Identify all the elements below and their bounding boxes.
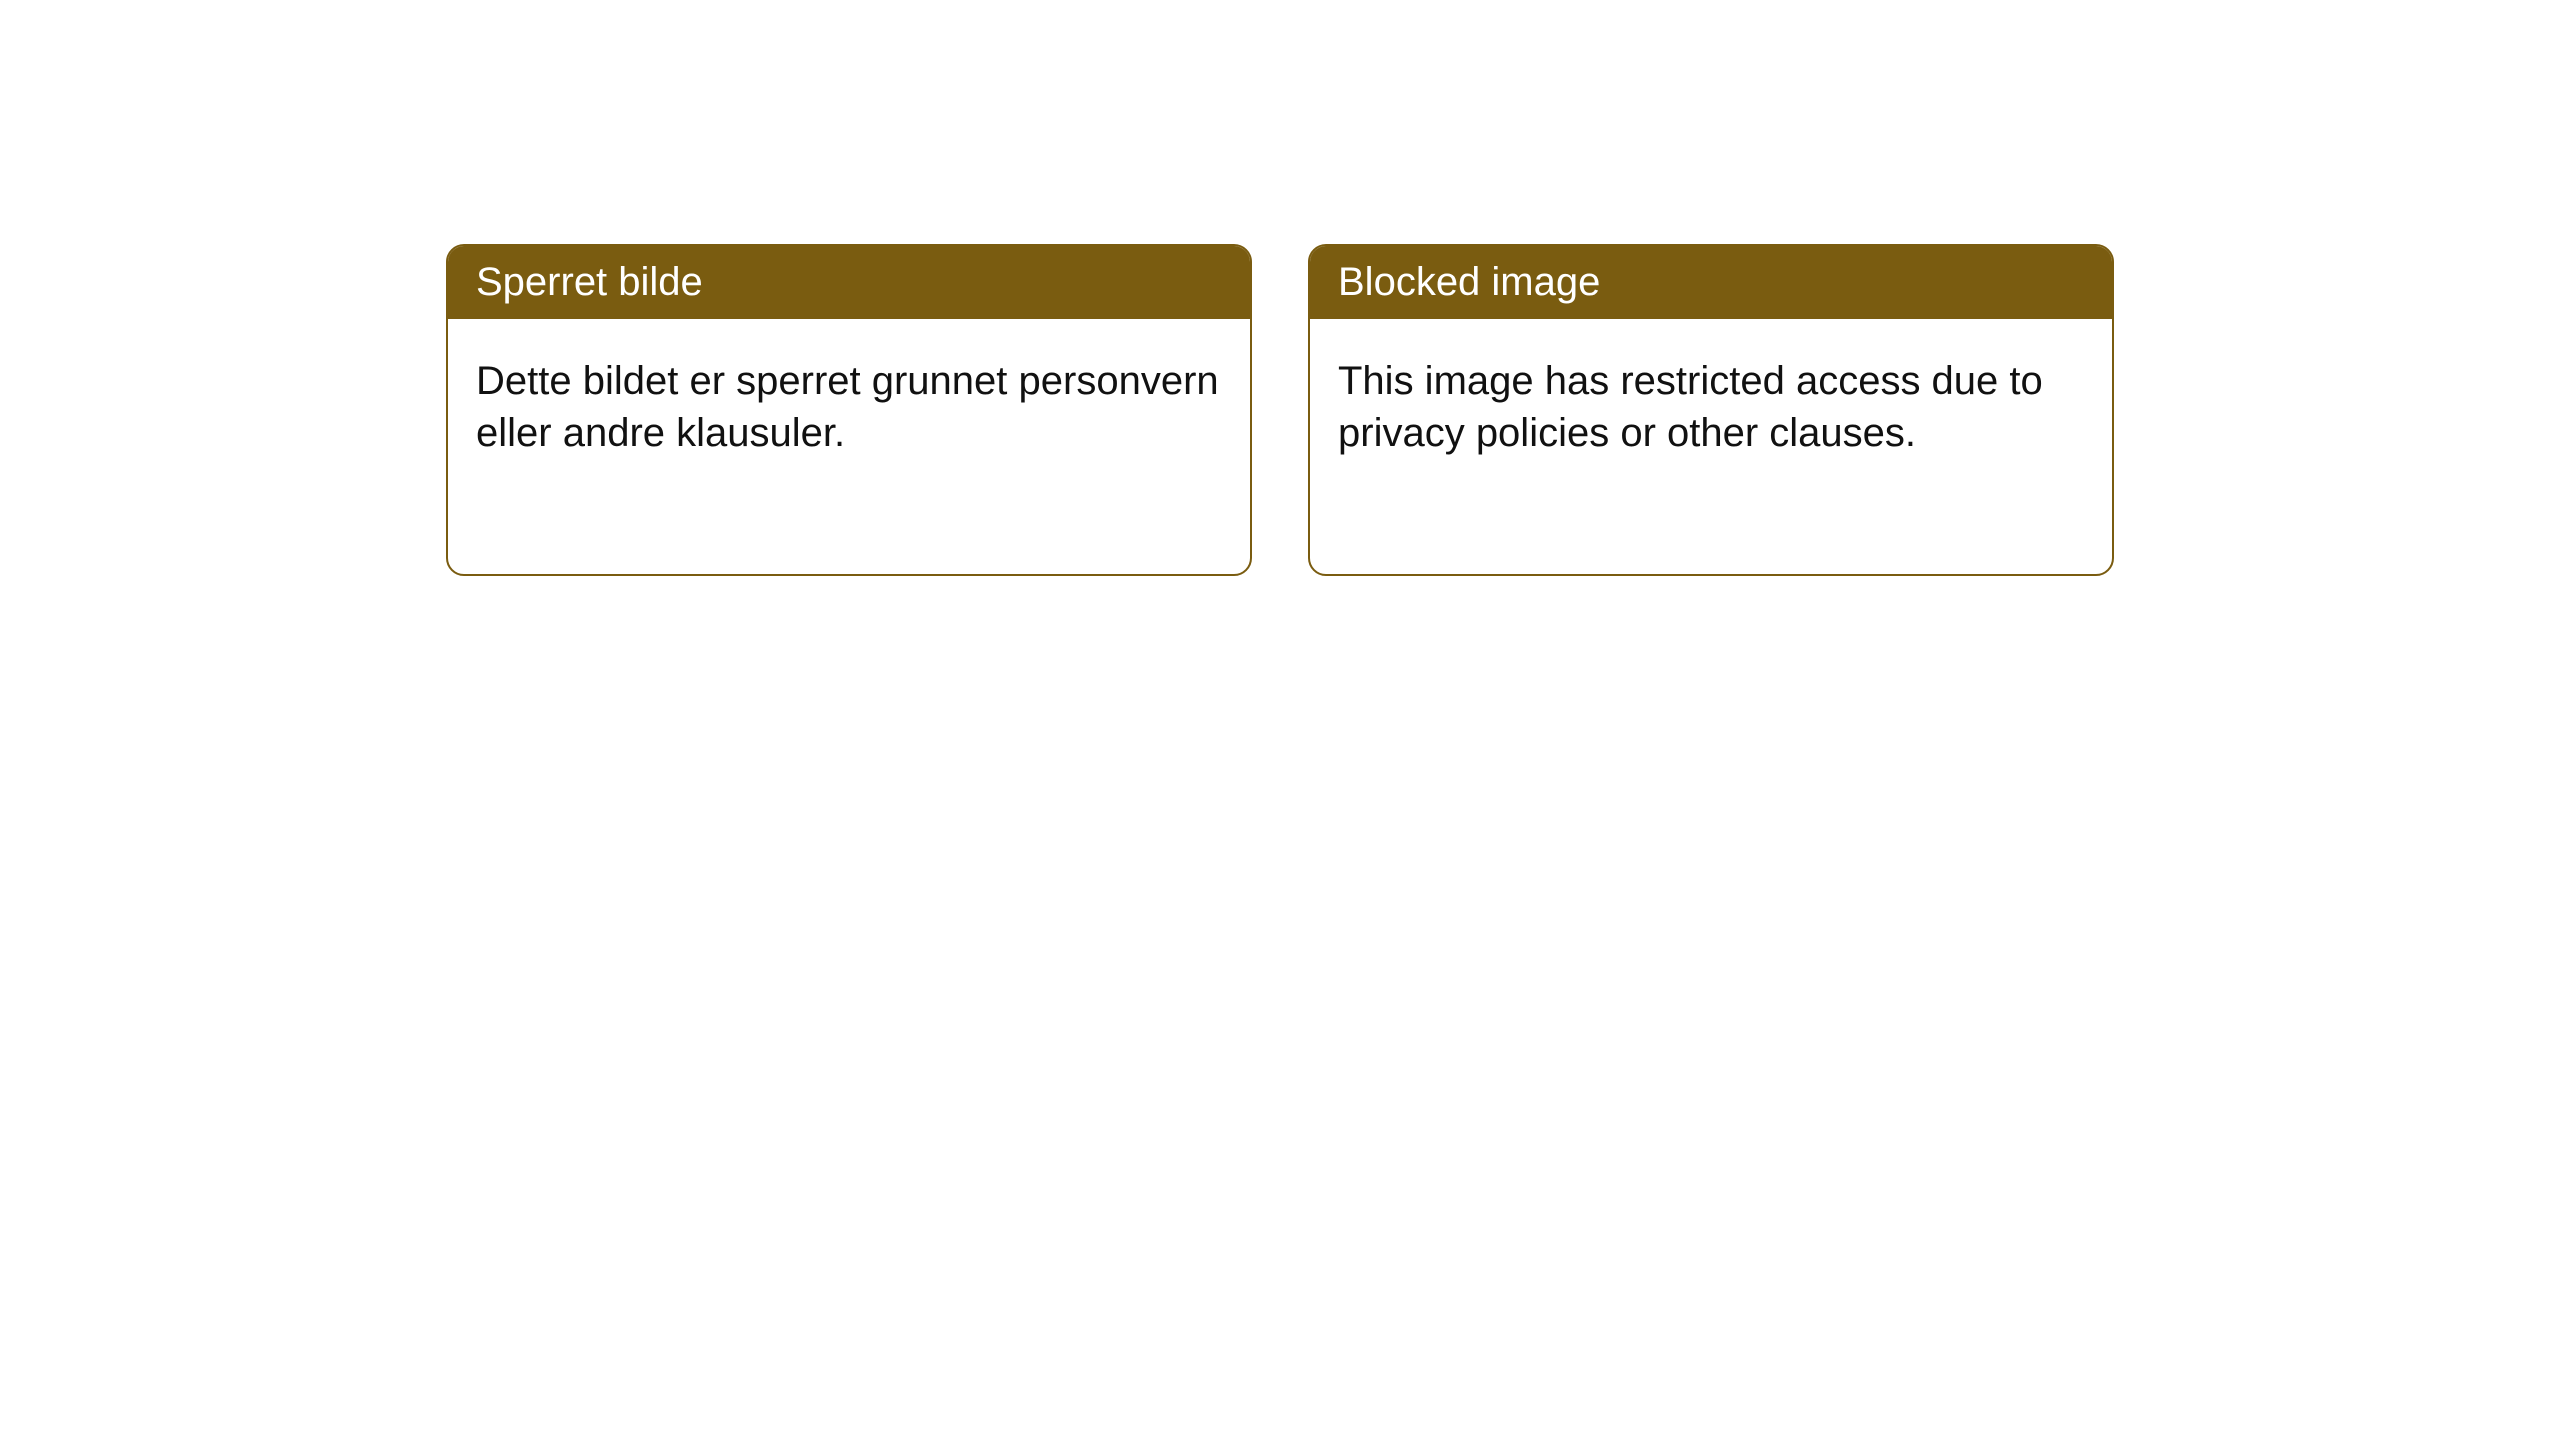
notice-card-norwegian: Sperret bilde Dette bildet er sperret gr… [446,244,1252,576]
notice-title: Blocked image [1338,260,1600,304]
notice-header: Blocked image [1310,246,2112,319]
notice-card-english: Blocked image This image has restricted … [1308,244,2114,576]
notice-header: Sperret bilde [448,246,1250,319]
notice-body: Dette bildet er sperret grunnet personve… [448,319,1250,495]
notice-title: Sperret bilde [476,260,703,304]
notice-text: Dette bildet er sperret grunnet personve… [476,359,1219,455]
notice-text: This image has restricted access due to … [1338,359,2043,455]
notice-body: This image has restricted access due to … [1310,319,2112,495]
notice-container: Sperret bilde Dette bildet er sperret gr… [0,0,2560,576]
